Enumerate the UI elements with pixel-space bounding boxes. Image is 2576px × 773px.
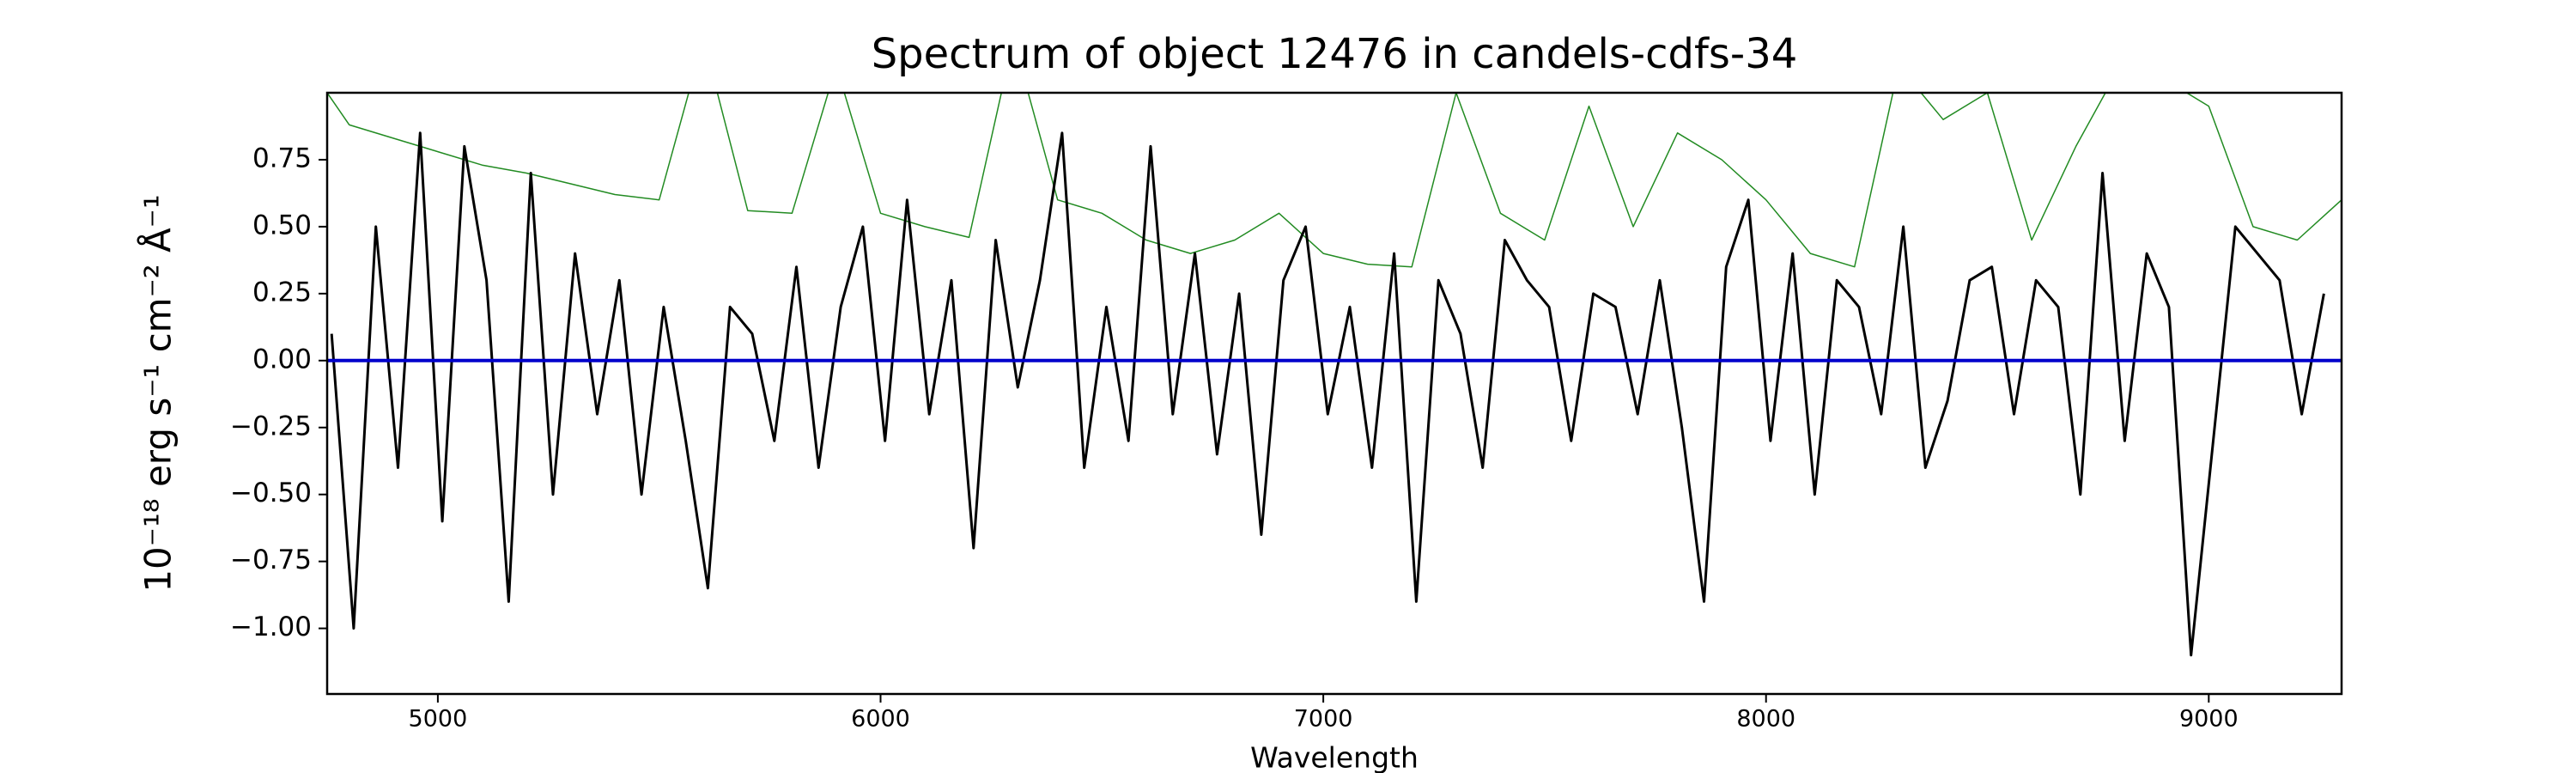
y-tick-label: 0.00 <box>252 344 312 374</box>
x-tick-label: 6000 <box>851 706 910 733</box>
y-tick-label: −0.50 <box>230 478 312 508</box>
chart-title: Spectrum of object 12476 in candels-cdfs… <box>872 30 1798 78</box>
plot-area <box>327 93 2342 657</box>
x-axis-label: Wavelength <box>1250 741 1419 773</box>
y-tick-label: −0.75 <box>230 545 312 575</box>
y-axis-label: 10⁻¹⁸ erg s⁻¹ cm⁻² Å⁻¹ <box>137 194 179 592</box>
spectrum-line <box>327 93 2342 268</box>
axes-frame <box>325 91 2343 696</box>
x-tick-label: 9000 <box>2179 706 2239 733</box>
y-tick-label: −0.25 <box>230 411 312 441</box>
x-tick-label: 5000 <box>409 706 468 733</box>
x-tick-label: 7000 <box>1294 706 1353 733</box>
y-tick-label: 0.75 <box>252 143 312 173</box>
y-tick-label: 0.50 <box>252 210 312 240</box>
x-tick-label: 8000 <box>1736 706 1795 733</box>
y-tick-label: 0.25 <box>252 277 312 307</box>
y-tick-label: −1.00 <box>230 612 312 642</box>
spectrum-line <box>330 131 2325 657</box>
